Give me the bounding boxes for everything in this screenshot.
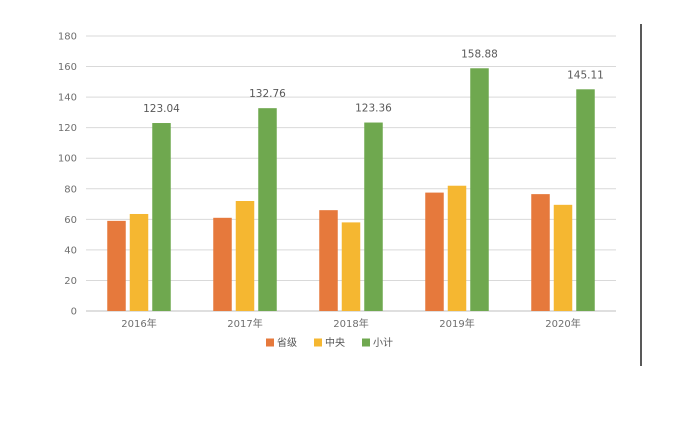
legend-swatch [314, 338, 322, 347]
bar-central [447, 185, 467, 311]
y-tick-label: 140 [58, 93, 77, 104]
x-tick-label: 2020年 [545, 317, 580, 330]
x-tick-label: 2018年 [333, 317, 368, 330]
gridlines [86, 35, 616, 281]
y-tick-label: 0 [71, 307, 77, 318]
bar-central [235, 201, 255, 311]
bar-subtotal [364, 122, 383, 312]
y-tick-label: 40 [64, 245, 77, 256]
data-label: 123.36 [355, 103, 392, 115]
bar-subtotal [576, 89, 595, 311]
x-tick-label: 2017年 [227, 317, 262, 330]
y-tick-label: 120 [58, 123, 77, 134]
x-tick-label: 2016年 [121, 317, 156, 330]
y-tick-label: 100 [58, 154, 77, 165]
bar-subtotal [258, 108, 277, 311]
bar-provincial [319, 210, 338, 311]
legend-swatch [266, 338, 274, 347]
y-tick-label: 20 [64, 276, 77, 287]
legend-swatch [362, 338, 370, 347]
legend-label: 省级 [277, 336, 297, 349]
bar-provincial [107, 220, 126, 311]
data-label: 132.76 [249, 88, 286, 100]
bars [107, 68, 595, 312]
bar-provincial [531, 194, 550, 311]
bar-subtotal [470, 68, 489, 312]
y-tick-label: 60 [64, 215, 77, 226]
x-tick-label: 2019年 [439, 317, 474, 330]
bar-provincial [213, 217, 232, 311]
y-tick-label: 180 [58, 32, 77, 43]
y-tick-label: 160 [58, 62, 77, 73]
legend-label: 中央 [325, 336, 345, 349]
legend-label: 小计 [373, 336, 393, 349]
y-tick-label: 80 [64, 184, 77, 195]
data-label: 158.88 [461, 48, 498, 60]
bar-central [341, 222, 361, 311]
data-labels: 123.04 132.76 123.36 158.88 145.11 [143, 48, 604, 115]
bar-central [553, 204, 573, 311]
legend: 省级 中央 小计 [266, 336, 393, 349]
bar-provincial [425, 192, 444, 311]
data-label: 145.11 [567, 69, 604, 81]
bar-central [129, 213, 149, 311]
data-label: 123.04 [143, 103, 180, 115]
bar-subtotal [152, 123, 171, 312]
